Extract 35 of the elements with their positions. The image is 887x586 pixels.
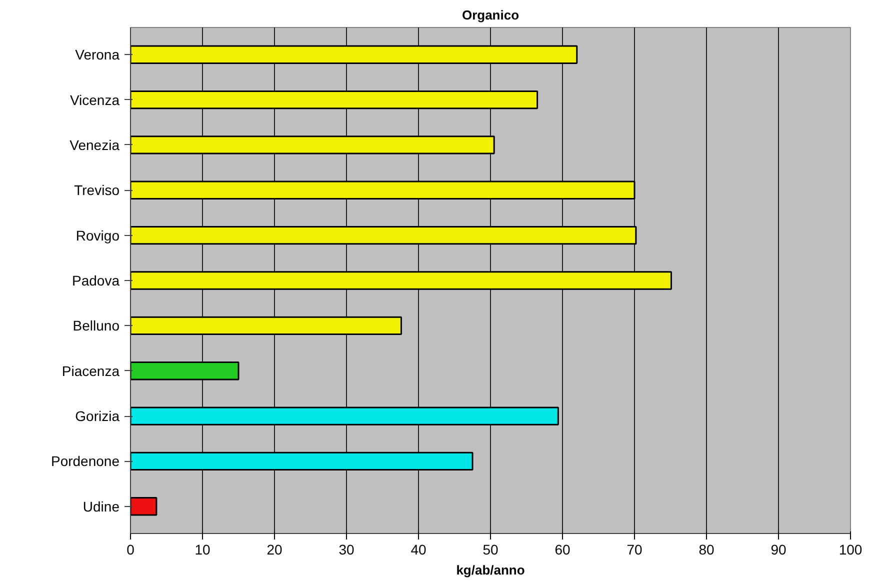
x-tick-label: 0 [126, 542, 135, 558]
x-tick-label: 70 [626, 542, 642, 558]
y-tick-label: Rovigo [76, 227, 120, 244]
y-tick-label: Gorizia [75, 408, 120, 424]
x-tick-label: 80 [698, 542, 714, 558]
x-tick-label: 10 [194, 542, 210, 558]
x-tick-label: 30 [338, 542, 354, 558]
bar [130, 271, 672, 290]
y-tick-label: Vicenza [70, 92, 120, 108]
bar [130, 316, 402, 336]
bar [130, 362, 240, 380]
x-tick-label: 20 [266, 542, 282, 558]
bar [130, 45, 578, 64]
y-tick-label: Venezia [70, 136, 120, 153]
x-tick-label: 40 [410, 542, 426, 558]
y-tick-label: Belluno [72, 318, 120, 334]
bar [130, 406, 559, 426]
y-tick-label: Udine [82, 498, 120, 514]
y-tick-label: Pordenone [50, 453, 120, 470]
x-tick-label: 50 [482, 542, 498, 558]
y-tick-label: Treviso [74, 182, 120, 198]
x-tick-label: 60 [554, 542, 570, 558]
x-tick-label: 100 [838, 542, 862, 558]
y-tick-label: Padova [72, 272, 120, 288]
bar [130, 90, 538, 110]
y-tick-label: Piacenza [62, 362, 120, 379]
y-tick-label: Verona [75, 46, 120, 63]
x-tick-label: 90 [770, 542, 786, 558]
chart-title: Organico [462, 8, 520, 22]
x-axis-title: kg/ab/anno [456, 562, 525, 578]
bar [130, 226, 637, 245]
bar [130, 452, 474, 471]
bar [130, 180, 636, 200]
bar [130, 497, 158, 516]
bar [130, 136, 495, 154]
